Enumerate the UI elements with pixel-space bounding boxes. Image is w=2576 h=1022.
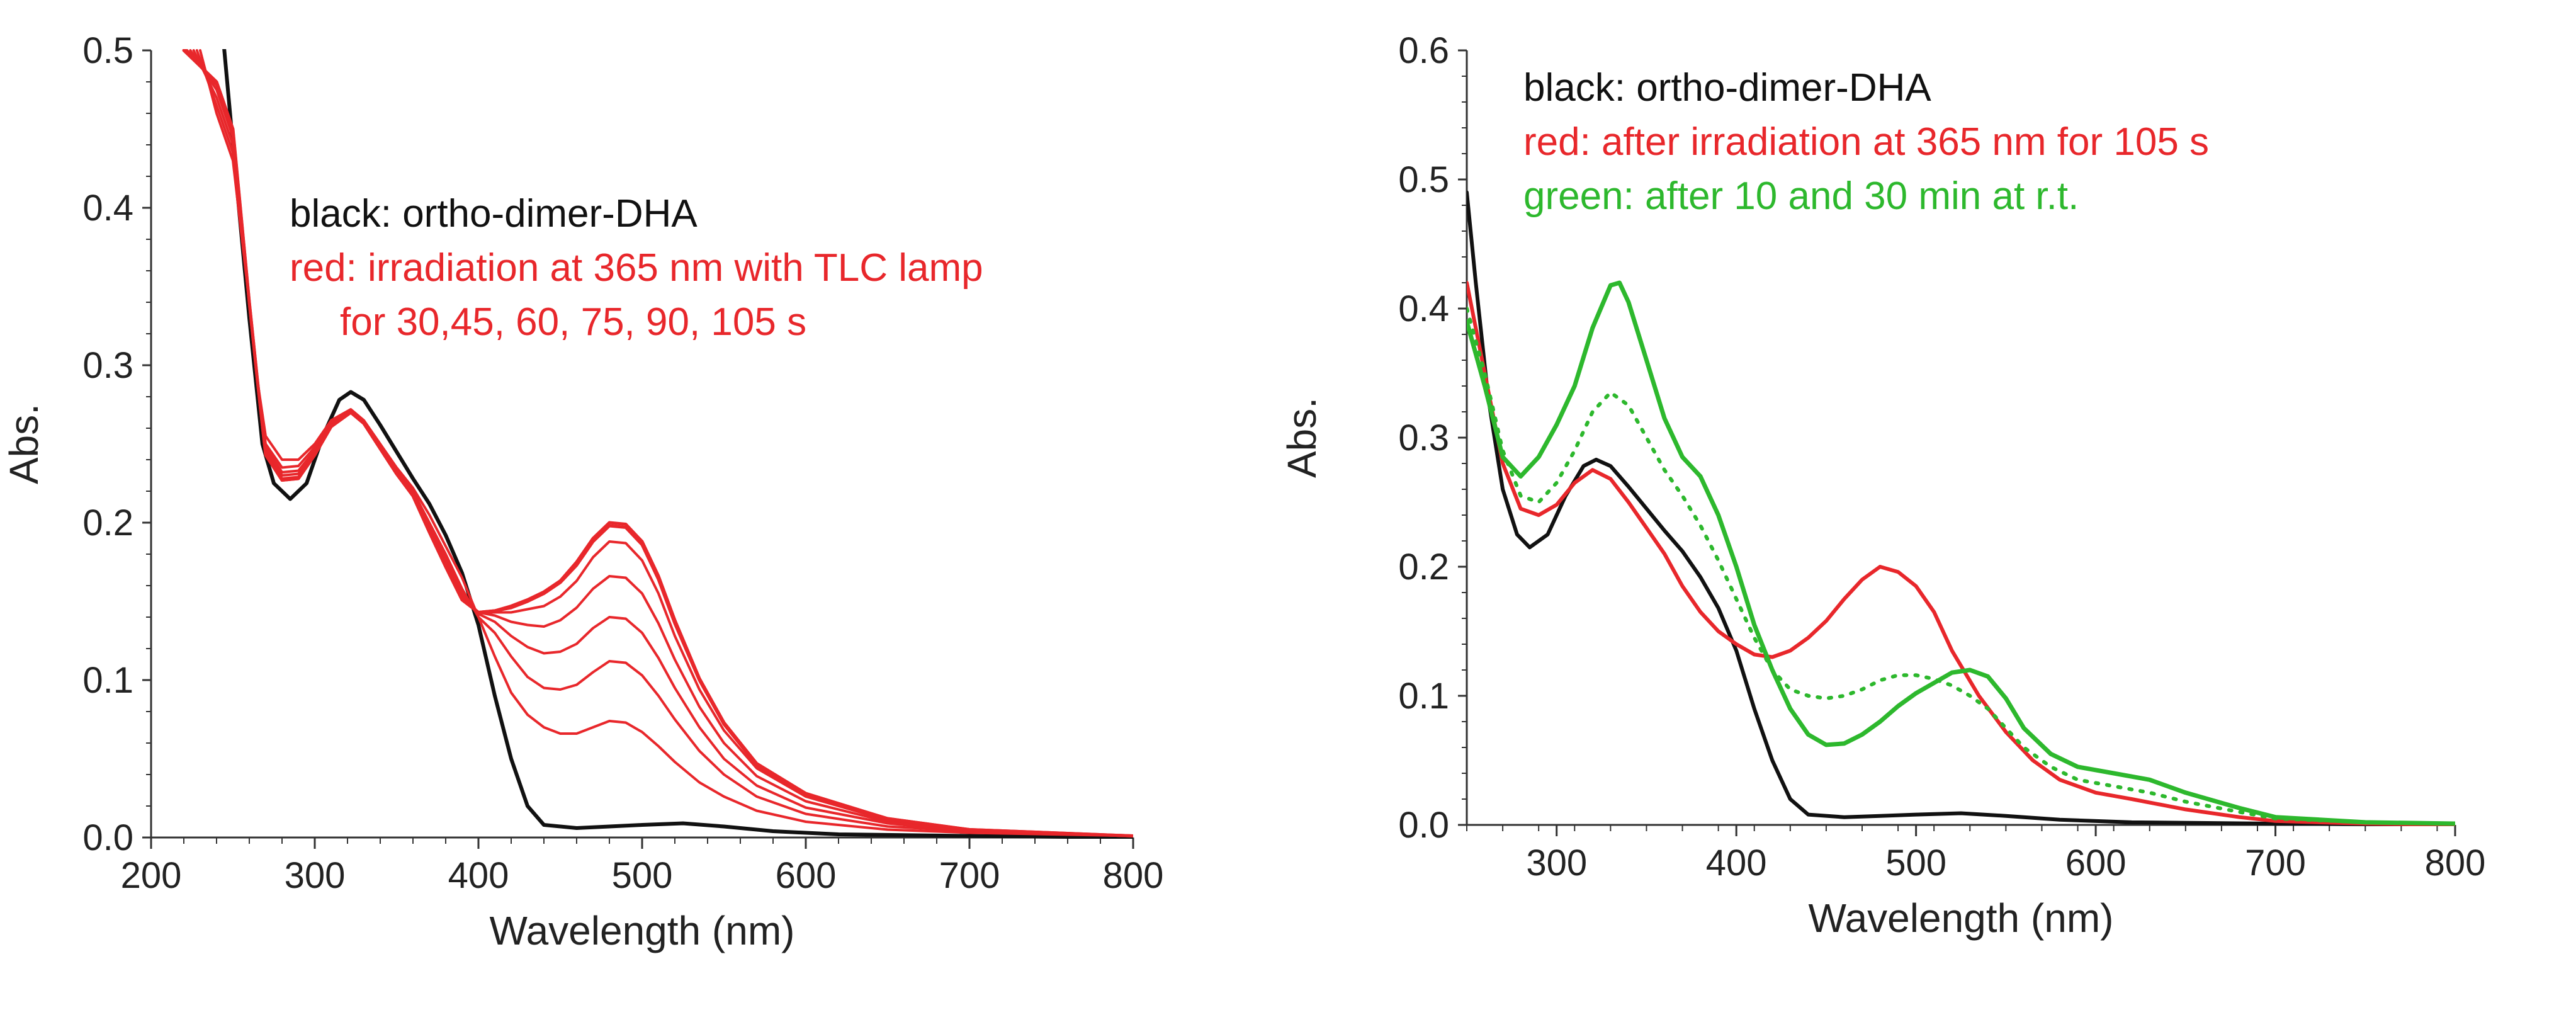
legend-entry: green: after 10 and 30 min at r.t. [1523,174,2079,218]
legend-entry: black: ortho-dimer-DHA [290,192,698,236]
x-tick-label: 500 [1885,843,1946,883]
y-axis-title: Abs. [1279,397,1325,478]
x-tick-label: 700 [2245,843,2306,883]
x-tick-label: 500 [612,855,673,896]
legend-entry: for 30,45, 60, 75, 90, 105 s [340,300,806,344]
series-line [1467,280,2455,826]
y-tick-label: 0.5 [82,30,133,71]
x-tick-label: 600 [776,855,837,896]
x-tick-label: 400 [1706,843,1767,883]
chart-left: 0.0 0.1 0.2 0.3 0.4 0.5 200 300 400 500 600 700 800 W… [1,30,1164,953]
y-tick-label: 0.4 [82,188,133,229]
series-line [184,49,1133,837]
y-axis-title: Abs. [1,404,47,484]
series-line [1467,281,2455,826]
series-line [182,49,1133,837]
y-tick-label: 0.3 [82,345,133,386]
x-tick-label: 800 [1103,855,1164,896]
x-axis-title: Wavelength (nm) [1809,895,2114,941]
y-tick-label: 0.1 [1398,676,1449,717]
y-tick-label: 0.0 [82,817,133,858]
series-line [192,49,1133,837]
y-tick-label: 0.2 [82,502,133,543]
y-tick-label: 0.2 [1398,547,1449,588]
x-tick-label: 300 [1526,843,1587,883]
x-tick-label: 600 [2065,843,2127,883]
x-tick-label: 400 [448,855,509,896]
series-line [222,49,1133,839]
x-tick-label: 300 [285,855,346,896]
x-tick-label: 800 [2425,843,2486,883]
series-line [1467,190,2455,826]
chart-right: 0.0 0.1 0.2 0.3 0.4 0.5 0.6 300 400 500 600 700 800 W… [1279,30,2485,941]
series-line [195,49,1133,837]
y-tick-label: 0.5 [1398,159,1449,200]
series-line [199,49,1133,837]
legend-entry: black: ortho-dimer-DHA [1523,66,1931,110]
x-axis-title: Wavelength (nm) [490,908,795,953]
series-group [182,49,1133,839]
y-tick-label: 0.1 [82,660,133,701]
legend-entry: red: after irradiation at 365 nm for 105… [1523,120,2209,164]
series-line [1467,307,2455,826]
y-tick-label: 0.0 [1398,805,1449,846]
series-line [189,49,1133,837]
x-tick-label: 700 [939,855,1000,896]
y-tick-label: 0.4 [1398,288,1449,329]
series-group [1467,190,2455,826]
y-tick-label: 0.6 [1398,30,1449,71]
legend-entry: red: irradiation at 365 nm with TLC lamp [290,246,983,290]
y-tick-label: 0.3 [1398,417,1449,458]
series-line [186,49,1133,837]
x-tick-label: 200 [121,855,182,896]
